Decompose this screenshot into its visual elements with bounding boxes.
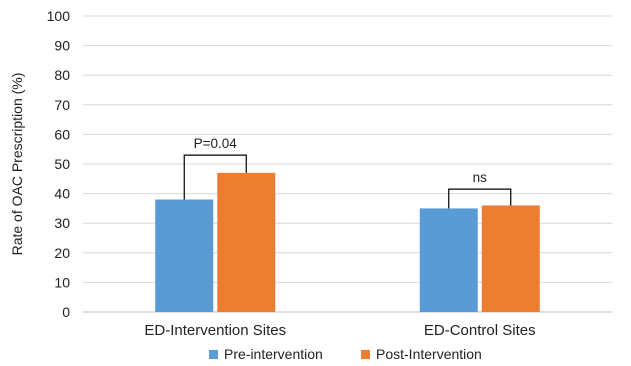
bar-post-0 <box>217 172 276 312</box>
legend: Pre-intervention Post-Intervention <box>209 346 482 362</box>
bars <box>155 172 540 312</box>
y-tick-label: 0 <box>62 304 70 320</box>
x-category-label: ED-Intervention Sites <box>144 322 286 339</box>
significance-bracket <box>448 188 512 209</box>
y-tick-label: 70 <box>54 97 70 113</box>
legend-swatch <box>361 350 370 359</box>
y-axis-ticks: 0 10 20 30 40 50 60 70 80 90 100 <box>47 8 71 320</box>
y-tick-label: 30 <box>54 215 70 231</box>
significance-label: ns <box>473 170 488 185</box>
significance-label: P=0.04 <box>194 136 238 151</box>
legend-label: Pre-intervention <box>224 346 323 362</box>
y-tick-label: 50 <box>54 156 70 172</box>
y-axis-title: Rate of OAC Prescription (%) <box>9 73 25 256</box>
y-tick-label: 10 <box>54 274 70 290</box>
bar-post-1 <box>481 205 540 312</box>
x-category-label: ED-Control Sites <box>424 322 536 339</box>
x-axis-categories: ED-Intervention Sites ED-Control Sites <box>144 322 535 339</box>
y-tick-label: 40 <box>54 186 70 202</box>
legend-swatch <box>209 350 218 359</box>
significance-annotations: P=0.04 ns <box>183 136 512 209</box>
y-tick-label: 20 <box>54 245 70 261</box>
bar-pre-0 <box>155 199 214 312</box>
y-tick-label: 80 <box>54 67 70 83</box>
bar-pre-1 <box>419 208 478 312</box>
y-tick-label: 100 <box>47 8 71 24</box>
legend-label: Post-Intervention <box>376 346 482 362</box>
significance-bracket <box>183 154 247 200</box>
y-tick-label: 90 <box>54 38 70 54</box>
y-tick-label: 60 <box>54 126 70 142</box>
